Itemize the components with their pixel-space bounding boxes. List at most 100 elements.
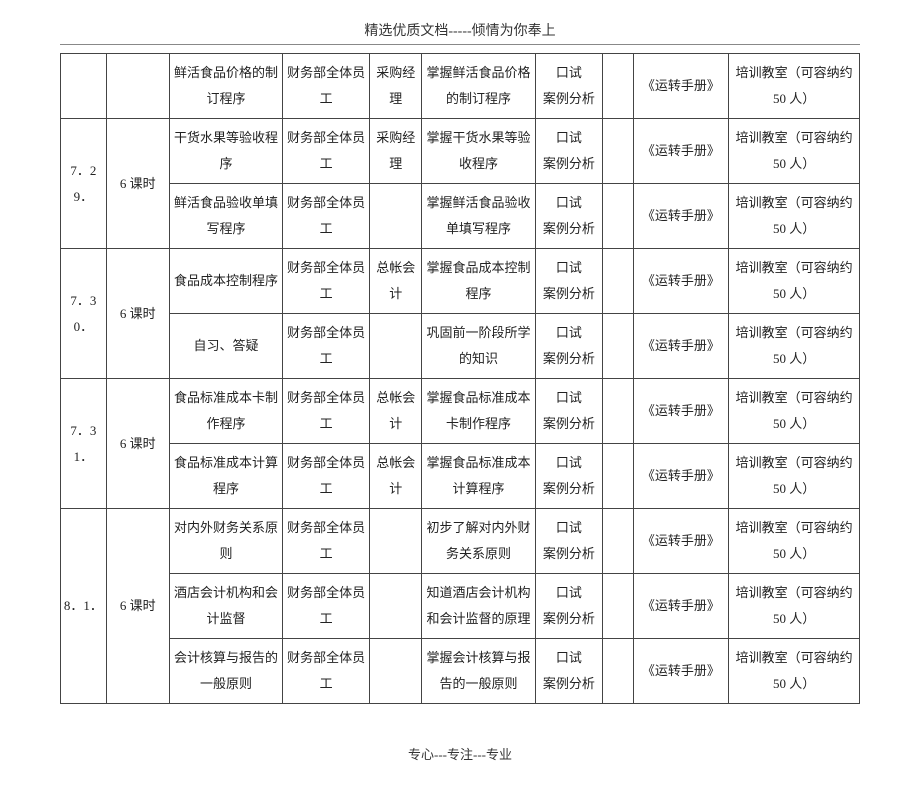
cell-method: 口试 案例分析 <box>535 574 602 639</box>
cell-attend: 财务部全体员工 <box>283 54 370 119</box>
cell-material: 《运转手册》 <box>633 314 729 379</box>
cell-method: 口试 案例分析 <box>535 379 602 444</box>
table-row: 酒店会计机构和会计监督 财务部全体员工 知道酒店会计机构和会计监督的原理 口试 … <box>61 574 860 639</box>
cell-hours: 6 课时 <box>106 509 169 704</box>
cell-topic: 会计核算与报告的一般原则 <box>169 639 282 704</box>
cell-method: 口试 案例分析 <box>535 444 602 509</box>
cell-topic: 鲜活食品价格的制订程序 <box>169 54 282 119</box>
cell-instr <box>370 314 422 379</box>
cell-method: 口试 案例分析 <box>535 314 602 379</box>
table-row: 8．1． 6 课时 对内外财务关系原则 财务部全体员工 初步了解对内外财务关系原… <box>61 509 860 574</box>
cell-topic: 酒店会计机构和会计监督 <box>169 574 282 639</box>
cell-attend: 财务部全体员工 <box>283 574 370 639</box>
cell-goal: 掌握干货水果等验收程序 <box>422 119 535 184</box>
cell-goal: 掌握鲜活食品验收单填写程序 <box>422 184 535 249</box>
cell-instr <box>370 574 422 639</box>
cell-material: 《运转手册》 <box>633 639 729 704</box>
cell-attend: 财务部全体员工 <box>283 249 370 314</box>
cell-goal: 掌握鲜活食品价格的制订程序 <box>422 54 535 119</box>
cell-goal: 初步了解对内外财务关系原则 <box>422 509 535 574</box>
cell-blank <box>603 639 633 704</box>
cell-room: 培训教室（可容纳约 50 人） <box>729 444 860 509</box>
cell-blank <box>603 574 633 639</box>
cell-material: 《运转手册》 <box>633 444 729 509</box>
cell-blank <box>603 379 633 444</box>
cell-instr <box>370 639 422 704</box>
table-row: 食品标准成本计算程序 财务部全体员工 总帐会计 掌握食品标准成本计算程序 口试 … <box>61 444 860 509</box>
cell-method: 口试 案例分析 <box>535 639 602 704</box>
table-row: 自习、答疑 财务部全体员工 巩固前一阶段所学的知识 口试 案例分析 《运转手册》… <box>61 314 860 379</box>
cell-method: 口试 案例分析 <box>535 509 602 574</box>
cell-room: 培训教室（可容纳约 50 人） <box>729 119 860 184</box>
cell-room: 培训教室（可容纳约 50 人） <box>729 184 860 249</box>
cell-attend: 财务部全体员工 <box>283 379 370 444</box>
page-header: 精选优质文档-----倾情为你奉上 <box>60 20 860 40</box>
cell-attend: 财务部全体员工 <box>283 639 370 704</box>
cell-instr: 总帐会计 <box>370 379 422 444</box>
table-row: 鲜活食品验收单填写程序 财务部全体员工 掌握鲜活食品验收单填写程序 口试 案例分… <box>61 184 860 249</box>
cell-room: 培训教室（可容纳约 50 人） <box>729 509 860 574</box>
cell-blank <box>603 119 633 184</box>
cell-goal: 掌握会计核算与报告的一般原则 <box>422 639 535 704</box>
cell-date: 7．30． <box>61 249 107 379</box>
cell-date: 7．29． <box>61 119 107 249</box>
cell-date: 7．31． <box>61 379 107 509</box>
cell-material: 《运转手册》 <box>633 54 729 119</box>
cell-date <box>61 54 107 119</box>
cell-attend: 财务部全体员工 <box>283 314 370 379</box>
cell-room: 培训教室（可容纳约 50 人） <box>729 54 860 119</box>
cell-goal: 知道酒店会计机构和会计监督的原理 <box>422 574 535 639</box>
cell-goal: 掌握食品标准成本计算程序 <box>422 444 535 509</box>
cell-hours: 6 课时 <box>106 249 169 379</box>
cell-goal: 掌握食品成本控制程序 <box>422 249 535 314</box>
table-row: 7．30． 6 课时 食品成本控制程序 财务部全体员工 总帐会计 掌握食品成本控… <box>61 249 860 314</box>
cell-room: 培训教室（可容纳约 50 人） <box>729 379 860 444</box>
cell-goal: 巩固前一阶段所学的知识 <box>422 314 535 379</box>
cell-instr: 总帐会计 <box>370 249 422 314</box>
cell-blank <box>603 509 633 574</box>
cell-blank <box>603 444 633 509</box>
cell-hours <box>106 54 169 119</box>
table-row: 会计核算与报告的一般原则 财务部全体员工 掌握会计核算与报告的一般原则 口试 案… <box>61 639 860 704</box>
cell-instr: 采购经理 <box>370 119 422 184</box>
cell-method: 口试 案例分析 <box>535 184 602 249</box>
cell-material: 《运转手册》 <box>633 509 729 574</box>
cell-instr: 总帐会计 <box>370 444 422 509</box>
cell-hours: 6 课时 <box>106 379 169 509</box>
cell-topic: 食品标准成本计算程序 <box>169 444 282 509</box>
cell-blank <box>603 249 633 314</box>
page-footer: 专心---专注---专业 <box>60 744 860 763</box>
cell-material: 《运转手册》 <box>633 379 729 444</box>
cell-topic: 食品成本控制程序 <box>169 249 282 314</box>
cell-topic: 干货水果等验收程序 <box>169 119 282 184</box>
cell-topic: 鲜活食品验收单填写程序 <box>169 184 282 249</box>
cell-topic: 自习、答疑 <box>169 314 282 379</box>
cell-attend: 财务部全体员工 <box>283 509 370 574</box>
cell-attend: 财务部全体员工 <box>283 119 370 184</box>
cell-method: 口试 案例分析 <box>535 54 602 119</box>
cell-material: 《运转手册》 <box>633 119 729 184</box>
cell-instr: 采购经理 <box>370 54 422 119</box>
cell-blank <box>603 314 633 379</box>
cell-room: 培训教室（可容纳约 50 人） <box>729 249 860 314</box>
cell-instr <box>370 509 422 574</box>
header-rule <box>60 44 860 45</box>
cell-topic: 对内外财务关系原则 <box>169 509 282 574</box>
cell-blank <box>603 184 633 249</box>
table-row: 鲜活食品价格的制订程序 财务部全体员工 采购经理 掌握鲜活食品价格的制订程序 口… <box>61 54 860 119</box>
cell-room: 培训教室（可容纳约 50 人） <box>729 574 860 639</box>
cell-material: 《运转手册》 <box>633 249 729 314</box>
cell-goal: 掌握食品标准成本卡制作程序 <box>422 379 535 444</box>
cell-date: 8．1． <box>61 509 107 704</box>
cell-instr <box>370 184 422 249</box>
cell-hours: 6 课时 <box>106 119 169 249</box>
cell-attend: 财务部全体员工 <box>283 444 370 509</box>
cell-material: 《运转手册》 <box>633 574 729 639</box>
cell-room: 培训教室（可容纳约 50 人） <box>729 314 860 379</box>
cell-blank <box>603 54 633 119</box>
cell-method: 口试 案例分析 <box>535 249 602 314</box>
cell-method: 口试 案例分析 <box>535 119 602 184</box>
table-row: 7．29． 6 课时 干货水果等验收程序 财务部全体员工 采购经理 掌握干货水果… <box>61 119 860 184</box>
cell-room: 培训教室（可容纳约 50 人） <box>729 639 860 704</box>
table-row: 7．31． 6 课时 食品标准成本卡制作程序 财务部全体员工 总帐会计 掌握食品… <box>61 379 860 444</box>
